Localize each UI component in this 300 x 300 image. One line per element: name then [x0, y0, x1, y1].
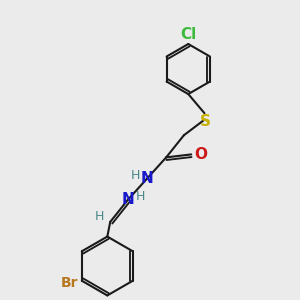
Text: H: H: [94, 210, 104, 223]
Text: H: H: [131, 169, 141, 182]
Text: S: S: [200, 114, 211, 129]
Text: Br: Br: [61, 276, 78, 290]
Text: N: N: [141, 171, 153, 186]
Text: Cl: Cl: [180, 27, 196, 42]
Text: O: O: [194, 147, 207, 162]
Text: H: H: [135, 190, 145, 203]
Text: N: N: [122, 192, 134, 207]
